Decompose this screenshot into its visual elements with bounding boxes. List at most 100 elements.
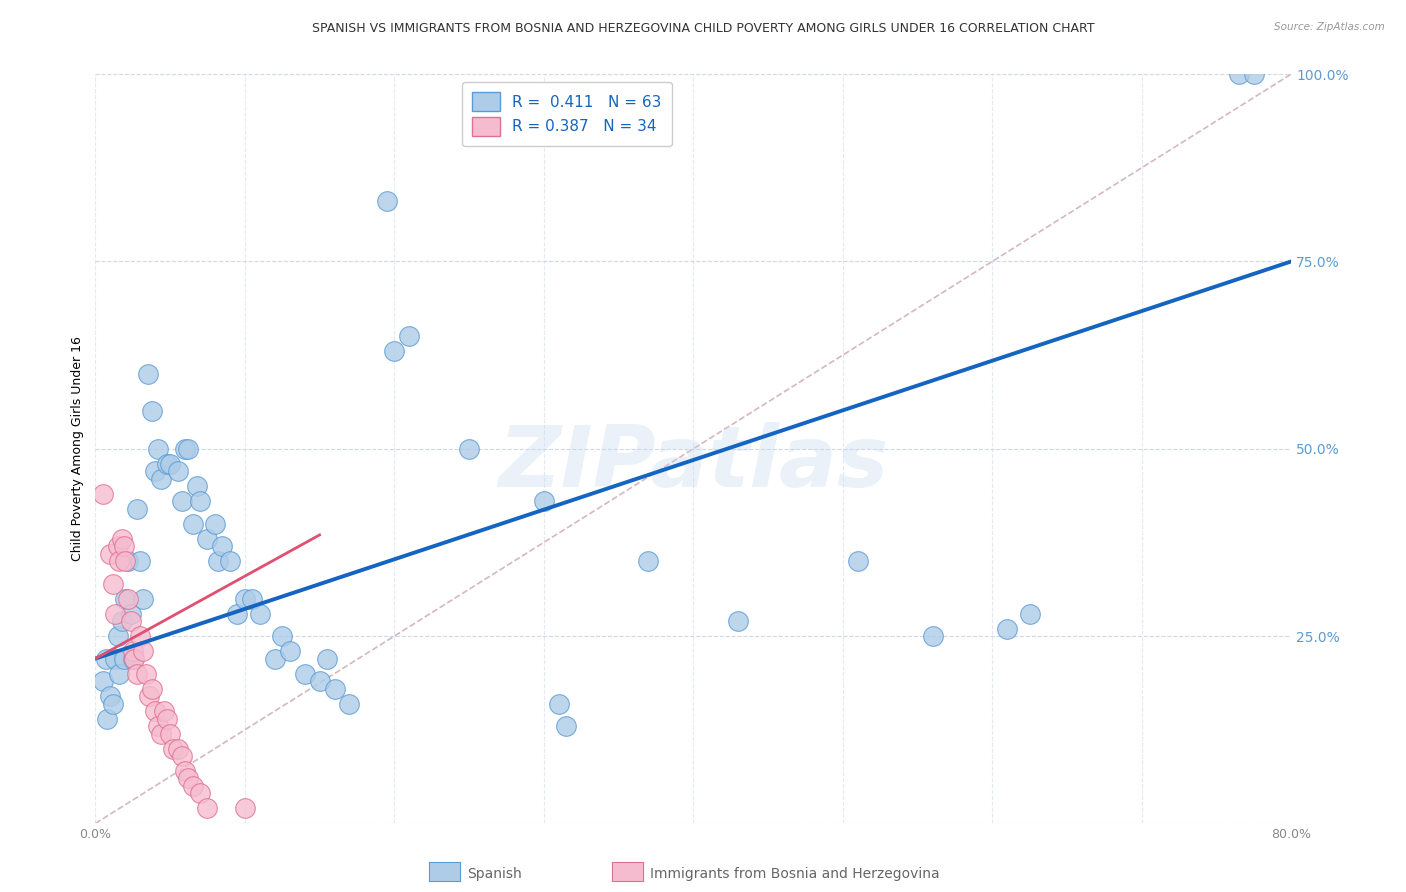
Point [458, 442, 481, 456]
Point [94, 651, 117, 665]
Point [143, 704, 166, 718]
Point [104, 651, 127, 665]
Point [120, 614, 142, 628]
Point [108, 554, 131, 568]
Point [219, 554, 242, 568]
Point [150, 726, 173, 740]
Point [127, 501, 149, 516]
Point [233, 591, 256, 606]
Text: Immigrants from Bosnia and Herzegovina: Immigrants from Bosnia and Herzegovina [650, 867, 939, 881]
Point [197, 801, 219, 815]
Point [181, 516, 204, 531]
Point [117, 554, 139, 568]
Point [153, 704, 176, 718]
Text: SPANISH VS IMMIGRANTS FROM BOSNIA AND HERZEGOVINA CHILD POVERTY AMONG GIRLS UNDE: SPANISH VS IMMIGRANTS FROM BOSNIA AND HE… [312, 22, 1094, 36]
Point [166, 741, 188, 756]
Point [727, 614, 749, 628]
Point [240, 591, 263, 606]
Point [271, 629, 294, 643]
Point [555, 719, 578, 733]
Point [107, 629, 129, 643]
Point [339, 697, 361, 711]
Point [177, 772, 200, 786]
Point [121, 651, 143, 665]
Point [186, 479, 208, 493]
Point [121, 644, 143, 658]
Point [107, 539, 129, 553]
Point [188, 787, 211, 801]
Point [226, 607, 249, 621]
Point [170, 494, 193, 508]
Point [159, 457, 181, 471]
Point [398, 329, 420, 343]
Point [308, 674, 330, 689]
Point [114, 591, 136, 606]
Point [129, 554, 152, 568]
Point [995, 622, 1018, 636]
Point [846, 554, 869, 568]
Point [117, 591, 139, 606]
Point [91, 674, 114, 689]
Point [91, 486, 114, 500]
Text: Spanish: Spanish [467, 867, 522, 881]
Point [170, 749, 193, 764]
Point [1018, 607, 1040, 621]
Point [278, 644, 301, 658]
Point [637, 554, 659, 568]
Point [316, 651, 339, 665]
Point [120, 607, 142, 621]
Point [1243, 67, 1265, 81]
Point [294, 666, 316, 681]
Point [103, 697, 125, 711]
Point [108, 666, 131, 681]
Point [136, 367, 159, 381]
Point [150, 472, 173, 486]
Point [132, 644, 155, 658]
Point [127, 666, 149, 681]
Point [162, 741, 184, 756]
Point [233, 801, 256, 815]
Point [104, 607, 127, 621]
Point [375, 194, 398, 209]
Point [98, 547, 121, 561]
Point [114, 554, 136, 568]
Point [111, 532, 134, 546]
Point [181, 779, 204, 793]
Point [533, 494, 555, 508]
Point [166, 464, 188, 478]
Point [174, 442, 197, 456]
Legend: R =  0.411   N = 63, R = 0.387   N = 34: R = 0.411 N = 63, R = 0.387 N = 34 [461, 82, 672, 146]
Point [98, 689, 121, 703]
Point [112, 651, 135, 665]
Point [263, 651, 285, 665]
Text: Source: ZipAtlas.com: Source: ZipAtlas.com [1274, 22, 1385, 32]
Point [323, 681, 346, 696]
Point [197, 532, 219, 546]
Point [103, 576, 125, 591]
Point [382, 344, 405, 359]
Point [138, 689, 160, 703]
Point [112, 539, 135, 553]
Text: ZIPatlas: ZIPatlas [498, 422, 889, 505]
Point [174, 764, 197, 778]
Point [96, 712, 118, 726]
Point [177, 442, 200, 456]
Point [159, 726, 181, 740]
Point [211, 539, 233, 553]
Point [249, 607, 271, 621]
Point [921, 629, 943, 643]
Point [547, 697, 569, 711]
Point [111, 614, 134, 628]
Point [143, 464, 166, 478]
Point [141, 404, 163, 418]
Point [146, 719, 169, 733]
Y-axis label: Child Poverty Among Girls Under 16: Child Poverty Among Girls Under 16 [72, 336, 84, 561]
Point [132, 591, 155, 606]
Point [122, 651, 145, 665]
Point [135, 666, 157, 681]
Point [188, 494, 211, 508]
Point [129, 629, 152, 643]
Point [1227, 67, 1250, 81]
Point [207, 554, 229, 568]
Point [146, 442, 169, 456]
